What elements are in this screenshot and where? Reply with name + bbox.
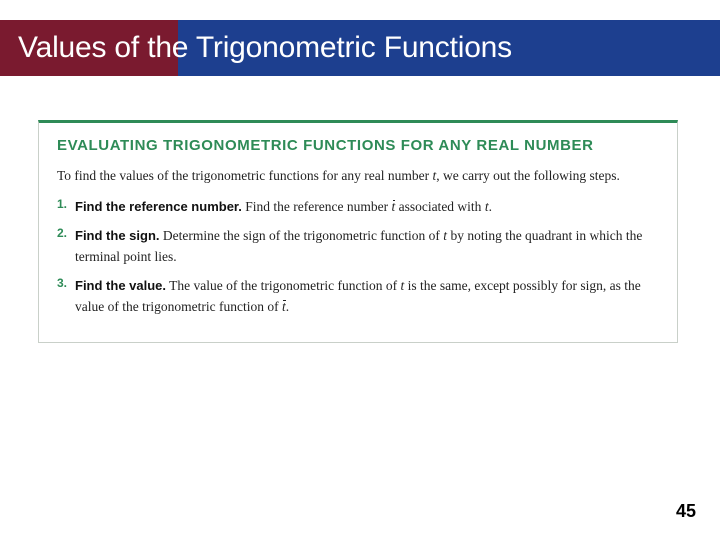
step-number: 2. xyxy=(57,226,67,240)
lead-text-b: , we carry out the following steps. xyxy=(436,168,620,183)
step-number: 1. xyxy=(57,197,67,211)
content-box: EVALUATING TRIGONOMETRIC FUNCTIONS FOR A… xyxy=(38,120,678,343)
box-heading: EVALUATING TRIGONOMETRIC FUNCTIONS FOR A… xyxy=(57,137,659,154)
step-2: 2. Find the sign. Determine the sign of … xyxy=(57,226,659,268)
step-3-body-c: . xyxy=(286,299,289,314)
step-3: 3. Find the value. The value of the trig… xyxy=(57,276,659,318)
step-2-body: Find the sign. Determine the sign of the… xyxy=(75,228,642,264)
step-1-body: Find the reference number. Find the refe… xyxy=(75,199,492,214)
step-number: 3. xyxy=(57,276,67,290)
step-1-body-c: . xyxy=(489,199,492,214)
step-2-body-a: Determine the sign of the trigonometric … xyxy=(160,228,444,243)
step-3-body: Find the value. The value of the trigono… xyxy=(75,278,641,314)
step-1-title: Find the reference number. xyxy=(75,199,242,214)
slide: Values of the Trigonometric Functions EV… xyxy=(0,0,720,540)
step-2-title: Find the sign. xyxy=(75,228,160,243)
lead-text-a: To find the values of the trigonometric … xyxy=(57,168,432,183)
step-1-body-a: Find the reference number xyxy=(242,199,392,214)
step-3-body-a: The value of the trigonometric function … xyxy=(166,278,400,293)
step-3-tbar: t xyxy=(282,299,286,314)
slide-title: Values of the Trigonometric Functions xyxy=(0,20,720,76)
step-1-tbar: t xyxy=(391,199,395,214)
lead-paragraph: To find the values of the trigonometric … xyxy=(57,166,659,187)
step-1: 1. Find the reference number. Find the r… xyxy=(57,197,659,218)
step-3-title: Find the value. xyxy=(75,278,166,293)
page-number: 45 xyxy=(676,501,696,522)
step-1-body-b: associated with xyxy=(395,199,485,214)
title-bar: Values of the Trigonometric Functions xyxy=(0,20,720,76)
